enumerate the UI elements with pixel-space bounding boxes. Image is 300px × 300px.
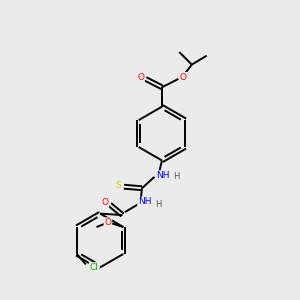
- Text: H: H: [173, 172, 179, 182]
- Text: Cl: Cl: [89, 263, 98, 272]
- Text: O: O: [180, 73, 187, 82]
- Text: S: S: [115, 181, 121, 190]
- Text: O: O: [104, 218, 111, 227]
- Text: O: O: [101, 198, 108, 207]
- Text: NH: NH: [156, 171, 169, 180]
- Text: H: H: [155, 200, 161, 209]
- Text: O: O: [137, 73, 144, 82]
- Text: NH: NH: [138, 197, 152, 206]
